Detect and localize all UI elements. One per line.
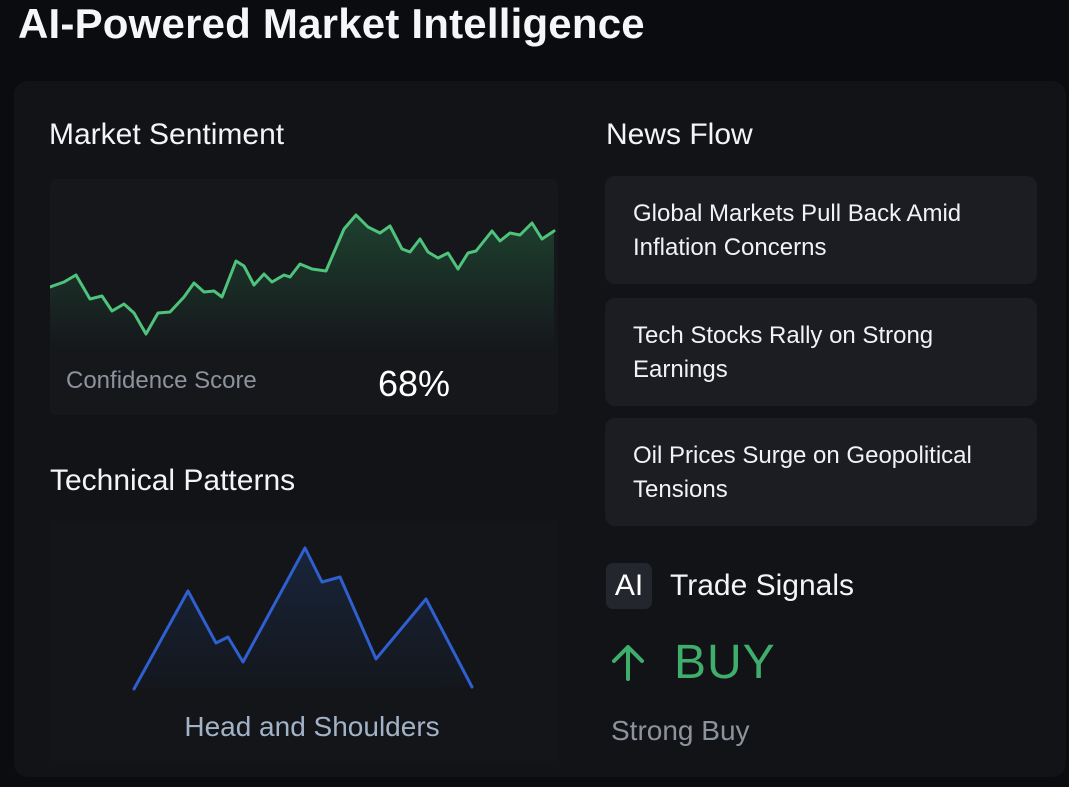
- trade-signals-title: Trade Signals: [670, 569, 854, 602]
- news-headline: Global Markets Pull Back Amid Inflation …: [633, 200, 962, 261]
- pattern-chart: Head and Shoulders: [50, 521, 558, 761]
- news-card[interactable]: Oil Prices Surge on Geopolitical Tension…: [605, 418, 1037, 526]
- news-card[interactable]: Global Markets Pull Back Amid Inflation …: [605, 176, 1037, 284]
- news-card[interactable]: Tech Stocks Rally on Strong Earnings: [605, 298, 1037, 406]
- news-flow-title: News Flow: [606, 118, 753, 151]
- dashboard-panel: Market Sentiment Confidence Score 68% Te…: [14, 81, 1066, 777]
- sentiment-sparkline: [50, 213, 556, 349]
- signal-value: BUY: [674, 636, 776, 689]
- arrow-up-icon: [612, 645, 644, 681]
- signal-strength: Strong Buy: [611, 715, 750, 746]
- head-and-shoulders-chart: [132, 546, 474, 691]
- ai-badge: AI: [606, 563, 652, 609]
- confidence-score-label: Confidence Score: [66, 367, 257, 394]
- sentiment-chart: Confidence Score 68%: [50, 179, 558, 415]
- technical-patterns-title: Technical Patterns: [50, 464, 296, 497]
- app-title: AI-Powered Market Intelligence: [18, 0, 645, 47]
- confidence-score-value: 68%: [378, 363, 451, 404]
- pattern-line: [132, 546, 474, 691]
- sentiment-area: [50, 215, 554, 349]
- news-headline: Oil Prices Surge on Geopolitical Tension…: [633, 442, 972, 503]
- news-headline: Tech Stocks Rally on Strong Earnings: [633, 322, 934, 383]
- sentiment-line: [50, 213, 556, 336]
- pattern-name: Head and Shoulders: [184, 711, 440, 742]
- market-sentiment-title: Market Sentiment: [49, 118, 285, 151]
- pattern-area-fill: [134, 548, 472, 689]
